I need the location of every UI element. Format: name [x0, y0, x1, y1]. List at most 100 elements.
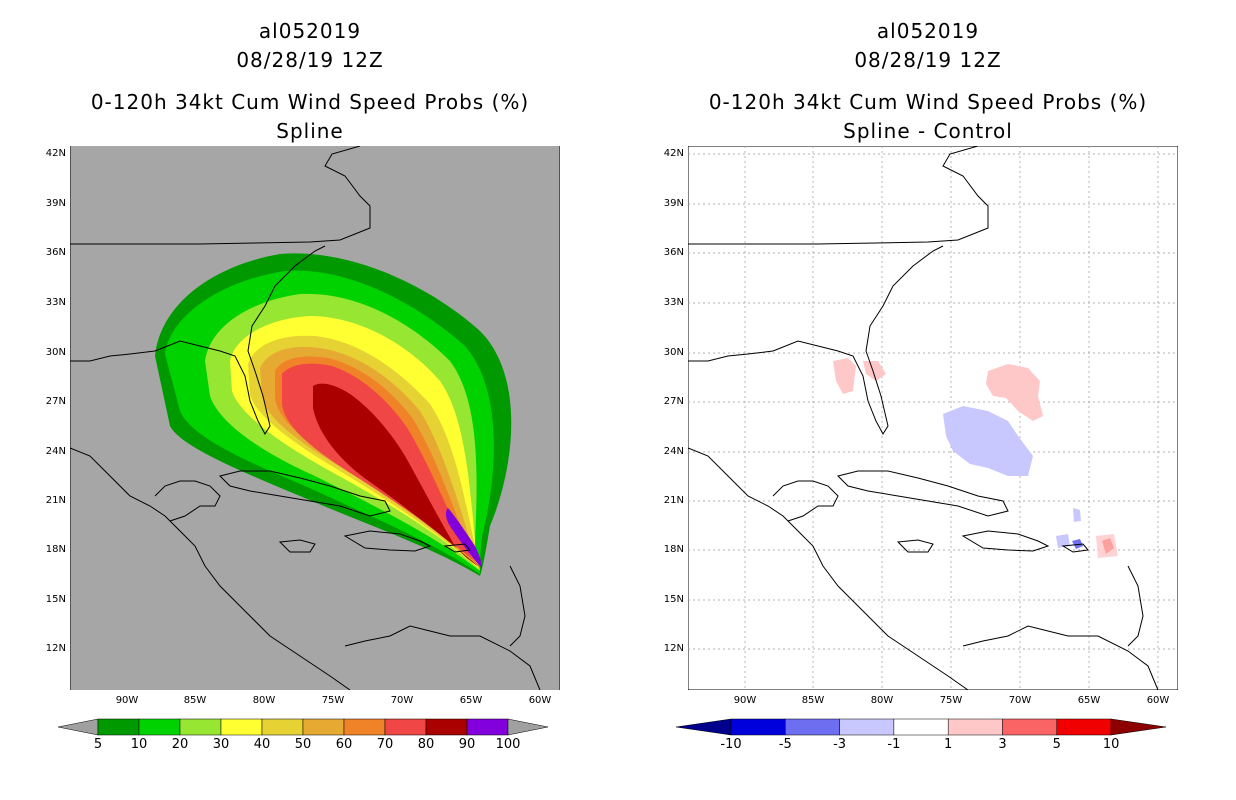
lon-label: 60W: [528, 695, 552, 706]
colorbar-swatch: [785, 718, 840, 736]
colorbar-swatch: [947, 718, 1003, 736]
negative-region-bahamas: [943, 406, 1033, 476]
lat-label: 18N: [663, 544, 684, 555]
lat-label: 42N: [663, 148, 684, 159]
lat-label: 12N: [45, 643, 66, 654]
colorbar-tick-label: 5: [93, 737, 103, 752]
positive-region-florida: [833, 358, 856, 394]
colorbar-tick-label: 10: [130, 737, 148, 752]
colorbar-tick-label: 1: [944, 737, 953, 752]
colorbar-swatch: [261, 718, 304, 736]
left-title-block: al052019 08/28/19 12Z 0-120h 34kt Cum Wi…: [60, 17, 560, 146]
colorbar-low-arrow: [58, 718, 99, 736]
right-product-title: 0-120h 34kt Cum Wind Speed Probs (%): [708, 90, 1148, 114]
colorbar-tick-label: -5: [778, 737, 792, 752]
colorbar-swatch: [97, 718, 140, 736]
colorbar-tick-label: 50: [294, 737, 312, 752]
lon-label: 70W: [1008, 695, 1032, 706]
colorbar-low-arrow: [676, 718, 732, 736]
lat-label: 36N: [663, 247, 684, 258]
colorbar-tick-label: 40: [253, 737, 271, 752]
lat-label: 36N: [45, 247, 66, 258]
colorbar-swatch: [302, 718, 345, 736]
lat-label: 12N: [663, 643, 684, 654]
contour-80: [313, 383, 478, 566]
left-storm-id: al052019: [258, 19, 362, 43]
colorbar-tick-label: 30: [212, 737, 230, 752]
graticule: [688, 146, 1178, 690]
colorbar-swatch: [220, 718, 263, 736]
left-colorbar: [58, 718, 549, 736]
colorbar-swatch: [730, 718, 786, 736]
colorbar-swatch: [1002, 718, 1058, 736]
colorbar-tick-label: 10: [1102, 737, 1120, 752]
positive-region: [863, 361, 886, 381]
colorbar-swatch: [138, 718, 181, 736]
lat-label: 30N: [45, 347, 66, 358]
colorbar-swatch: [384, 718, 427, 736]
lon-label: 65W: [1077, 695, 1101, 706]
right-difference-map: [688, 146, 1178, 690]
negative-region-small: [1072, 539, 1083, 549]
lat-label: 27N: [45, 396, 66, 407]
colorbar-swatch: [425, 718, 468, 736]
negative-region-small-2: [1056, 534, 1070, 548]
lon-label: 80W: [252, 695, 276, 706]
lat-label: 39N: [45, 198, 66, 209]
right-datetime: 08/28/19 12Z: [854, 48, 1002, 72]
lon-label: 75W: [939, 695, 963, 706]
left-datetime: 08/28/19 12Z: [236, 48, 384, 72]
difference-regions: [833, 358, 1118, 558]
colorbar-tick-label: -10: [720, 737, 742, 752]
colorbar-tick-label: 80: [417, 737, 435, 752]
lat-label: 33N: [663, 297, 684, 308]
lon-label: 65W: [459, 695, 483, 706]
lon-label: 85W: [801, 695, 825, 706]
lat-label: 18N: [45, 544, 66, 555]
colorbar-tick-label: 20: [171, 737, 189, 752]
positive-region-halo: [1096, 534, 1118, 558]
colorbar-swatch: [179, 718, 222, 736]
lon-label: 90W: [115, 695, 139, 706]
map-background: [688, 146, 1178, 690]
lat-label: 30N: [663, 347, 684, 358]
left-probability-map: [70, 146, 560, 690]
lat-label: 39N: [663, 198, 684, 209]
colorbar-high-arrow: [1110, 718, 1167, 736]
right-title-block: al052019 08/28/19 12Z 0-120h 34kt Cum Wi…: [678, 17, 1178, 146]
lat-label: 33N: [45, 297, 66, 308]
right-subtitle: Spline - Control: [843, 119, 1013, 143]
colorbar-swatch: [466, 718, 509, 736]
lat-label: 21N: [45, 495, 66, 506]
colorbar-tick-label: 100: [495, 737, 521, 752]
right-coastlines: [688, 146, 1159, 690]
colorbar-tick-label: 5: [1052, 737, 1061, 752]
lat-label: 15N: [45, 594, 66, 605]
right-storm-id: al052019: [876, 19, 980, 43]
colorbar-tick-label: -1: [887, 737, 901, 752]
lon-label: 80W: [870, 695, 894, 706]
colorbar-swatch: [839, 718, 895, 736]
left-subtitle: Spline: [276, 119, 344, 143]
colorbar-swatch: [343, 718, 386, 736]
probability-swath: [155, 253, 512, 577]
colorbar-tick-label: 70: [376, 737, 394, 752]
colorbar-swatch: [893, 718, 949, 736]
contour-90: [445, 508, 482, 568]
lat-label: 24N: [45, 446, 66, 457]
colorbar-high-arrow: [507, 718, 549, 736]
colorbar-tick-label: 90: [458, 737, 476, 752]
lon-label: 85W: [183, 695, 207, 706]
colorbar-swatch: [1056, 718, 1112, 736]
left-map-svg: [70, 146, 560, 690]
colorbar-tick-label: -3: [833, 737, 847, 752]
lon-label: 90W: [733, 695, 757, 706]
positive-region-atlantic: [986, 364, 1043, 421]
left-product-title: 0-120h 34kt Cum Wind Speed Probs (%): [90, 90, 530, 114]
negative-region: [1073, 508, 1081, 522]
lon-label: 70W: [390, 695, 414, 706]
right-map-svg: [688, 146, 1178, 690]
colorbar-tick-label: 60: [335, 737, 353, 752]
lat-label: 24N: [663, 446, 684, 457]
lat-label: 27N: [663, 396, 684, 407]
